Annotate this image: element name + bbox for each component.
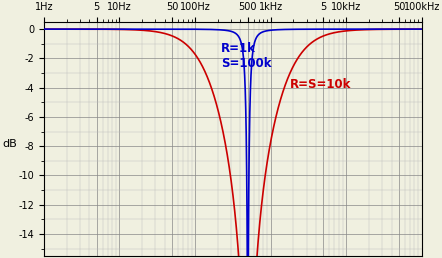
Y-axis label: dB: dB — [2, 139, 17, 149]
Text: R=S=10k: R=S=10k — [290, 78, 351, 91]
Text: R=1k: R=1k — [221, 43, 256, 55]
Text: S=100k: S=100k — [221, 57, 271, 70]
